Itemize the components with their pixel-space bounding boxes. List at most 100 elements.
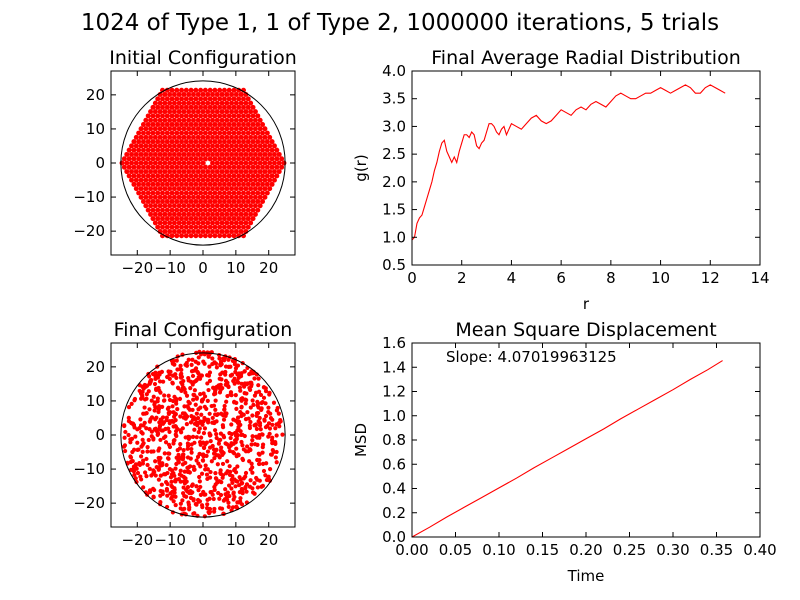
- initial-particle: [257, 194, 263, 200]
- initial-particle: [162, 109, 168, 115]
- initial-particle: [224, 203, 230, 209]
- final-particle: [179, 456, 184, 461]
- initial-particle: [188, 113, 194, 119]
- initial-particle: [257, 117, 263, 123]
- initial-particle: [176, 134, 182, 140]
- final-particle: [128, 455, 134, 460]
- final-particle: [141, 441, 146, 446]
- initial-particle: [174, 181, 180, 187]
- final-particle: [235, 453, 240, 458]
- final-particle: [169, 468, 175, 473]
- rdf-ytick-label: 1.0: [382, 228, 406, 246]
- final-particle: [234, 406, 239, 411]
- initial-particle: [174, 233, 180, 239]
- final-particle: [167, 429, 172, 434]
- final-particle: [252, 393, 258, 398]
- final-particle: [233, 438, 238, 443]
- final-particle: [152, 402, 157, 407]
- final-particle: [226, 483, 232, 488]
- final-particle: [199, 435, 204, 440]
- initial-particle: [202, 164, 208, 170]
- final-particle: [178, 363, 183, 368]
- initial-particle: [205, 211, 211, 217]
- initial-xtick-label: −10: [154, 259, 186, 277]
- final-particle: [254, 475, 259, 481]
- final-particle: [263, 473, 268, 478]
- final-particle: [254, 426, 259, 432]
- initial-particle: [219, 143, 225, 149]
- final-particle: [187, 507, 192, 512]
- final-ytick-label: 20: [86, 358, 105, 376]
- final-particle: [201, 454, 206, 459]
- initial-particle: [264, 139, 270, 145]
- final-particle: [271, 449, 276, 454]
- initial-particle: [162, 126, 168, 132]
- final-particle: [208, 469, 213, 475]
- initial-particle: [176, 100, 182, 106]
- initial-particle: [200, 117, 206, 123]
- final-particle: [170, 380, 175, 385]
- initial-particle: [241, 96, 246, 102]
- initial-particle: [183, 87, 189, 93]
- initial-particle: [186, 228, 192, 234]
- initial-particle: [224, 211, 230, 217]
- final-particle: [173, 502, 178, 508]
- final-particle: [225, 459, 230, 464]
- initial-particle: [167, 186, 173, 192]
- final-particle: [249, 442, 254, 447]
- final-particle: [201, 440, 206, 445]
- final-particle: [194, 396, 199, 401]
- final-particle: [228, 373, 233, 378]
- initial-ytick-label: −20: [73, 222, 105, 240]
- final-particle: [140, 449, 145, 454]
- initial-particle: [129, 143, 135, 149]
- initial-particle: [214, 117, 220, 123]
- initial-particle: [179, 207, 185, 213]
- final-particle: [219, 445, 224, 450]
- initial-particle: [174, 113, 180, 119]
- initial-particle: [179, 139, 185, 145]
- initial-particle: [164, 122, 170, 127]
- final-particle: [200, 458, 206, 463]
- final-particle: [238, 429, 243, 434]
- initial-particle: [252, 151, 258, 157]
- initial-particle: [202, 104, 208, 110]
- initial-particle: [143, 126, 149, 132]
- initial-particle: [262, 126, 268, 132]
- final-particle: [207, 433, 213, 438]
- initial-particle: [167, 228, 173, 234]
- initial-particle: [179, 190, 185, 196]
- final-particle: [149, 415, 155, 420]
- initial-particle: [198, 87, 204, 93]
- msd-xtick-label: 0.25: [613, 541, 646, 559]
- initial-particle: [181, 228, 187, 234]
- final-particle: [180, 411, 185, 416]
- initial-particle: [217, 233, 223, 239]
- initial-particle: [200, 151, 206, 157]
- final-particle: [216, 441, 222, 446]
- initial-particle: [143, 134, 149, 140]
- final-particle: [208, 490, 213, 495]
- initial-particle: [276, 169, 282, 175]
- final-particle: [252, 376, 257, 381]
- initial-particle: [250, 207, 256, 213]
- final-particle: [249, 380, 254, 385]
- initial-particle: [217, 139, 223, 145]
- final-particle: [142, 420, 147, 425]
- final-particle: [195, 369, 200, 374]
- initial-particle: [207, 130, 213, 136]
- initial-particle: [198, 190, 204, 196]
- initial-particle: [155, 181, 161, 187]
- final-particle: [232, 494, 237, 500]
- initial-particle: [171, 211, 177, 217]
- final-particle: [205, 398, 210, 403]
- initial-particle: [152, 143, 158, 149]
- initial-particle: [219, 186, 225, 192]
- final-particle: [257, 423, 263, 428]
- final-particle: [205, 449, 211, 454]
- initial-particle: [145, 199, 151, 204]
- initial-particle: [179, 87, 185, 93]
- initial-particle: [179, 147, 185, 153]
- final-particle: [198, 419, 203, 424]
- final-particle: [250, 398, 255, 403]
